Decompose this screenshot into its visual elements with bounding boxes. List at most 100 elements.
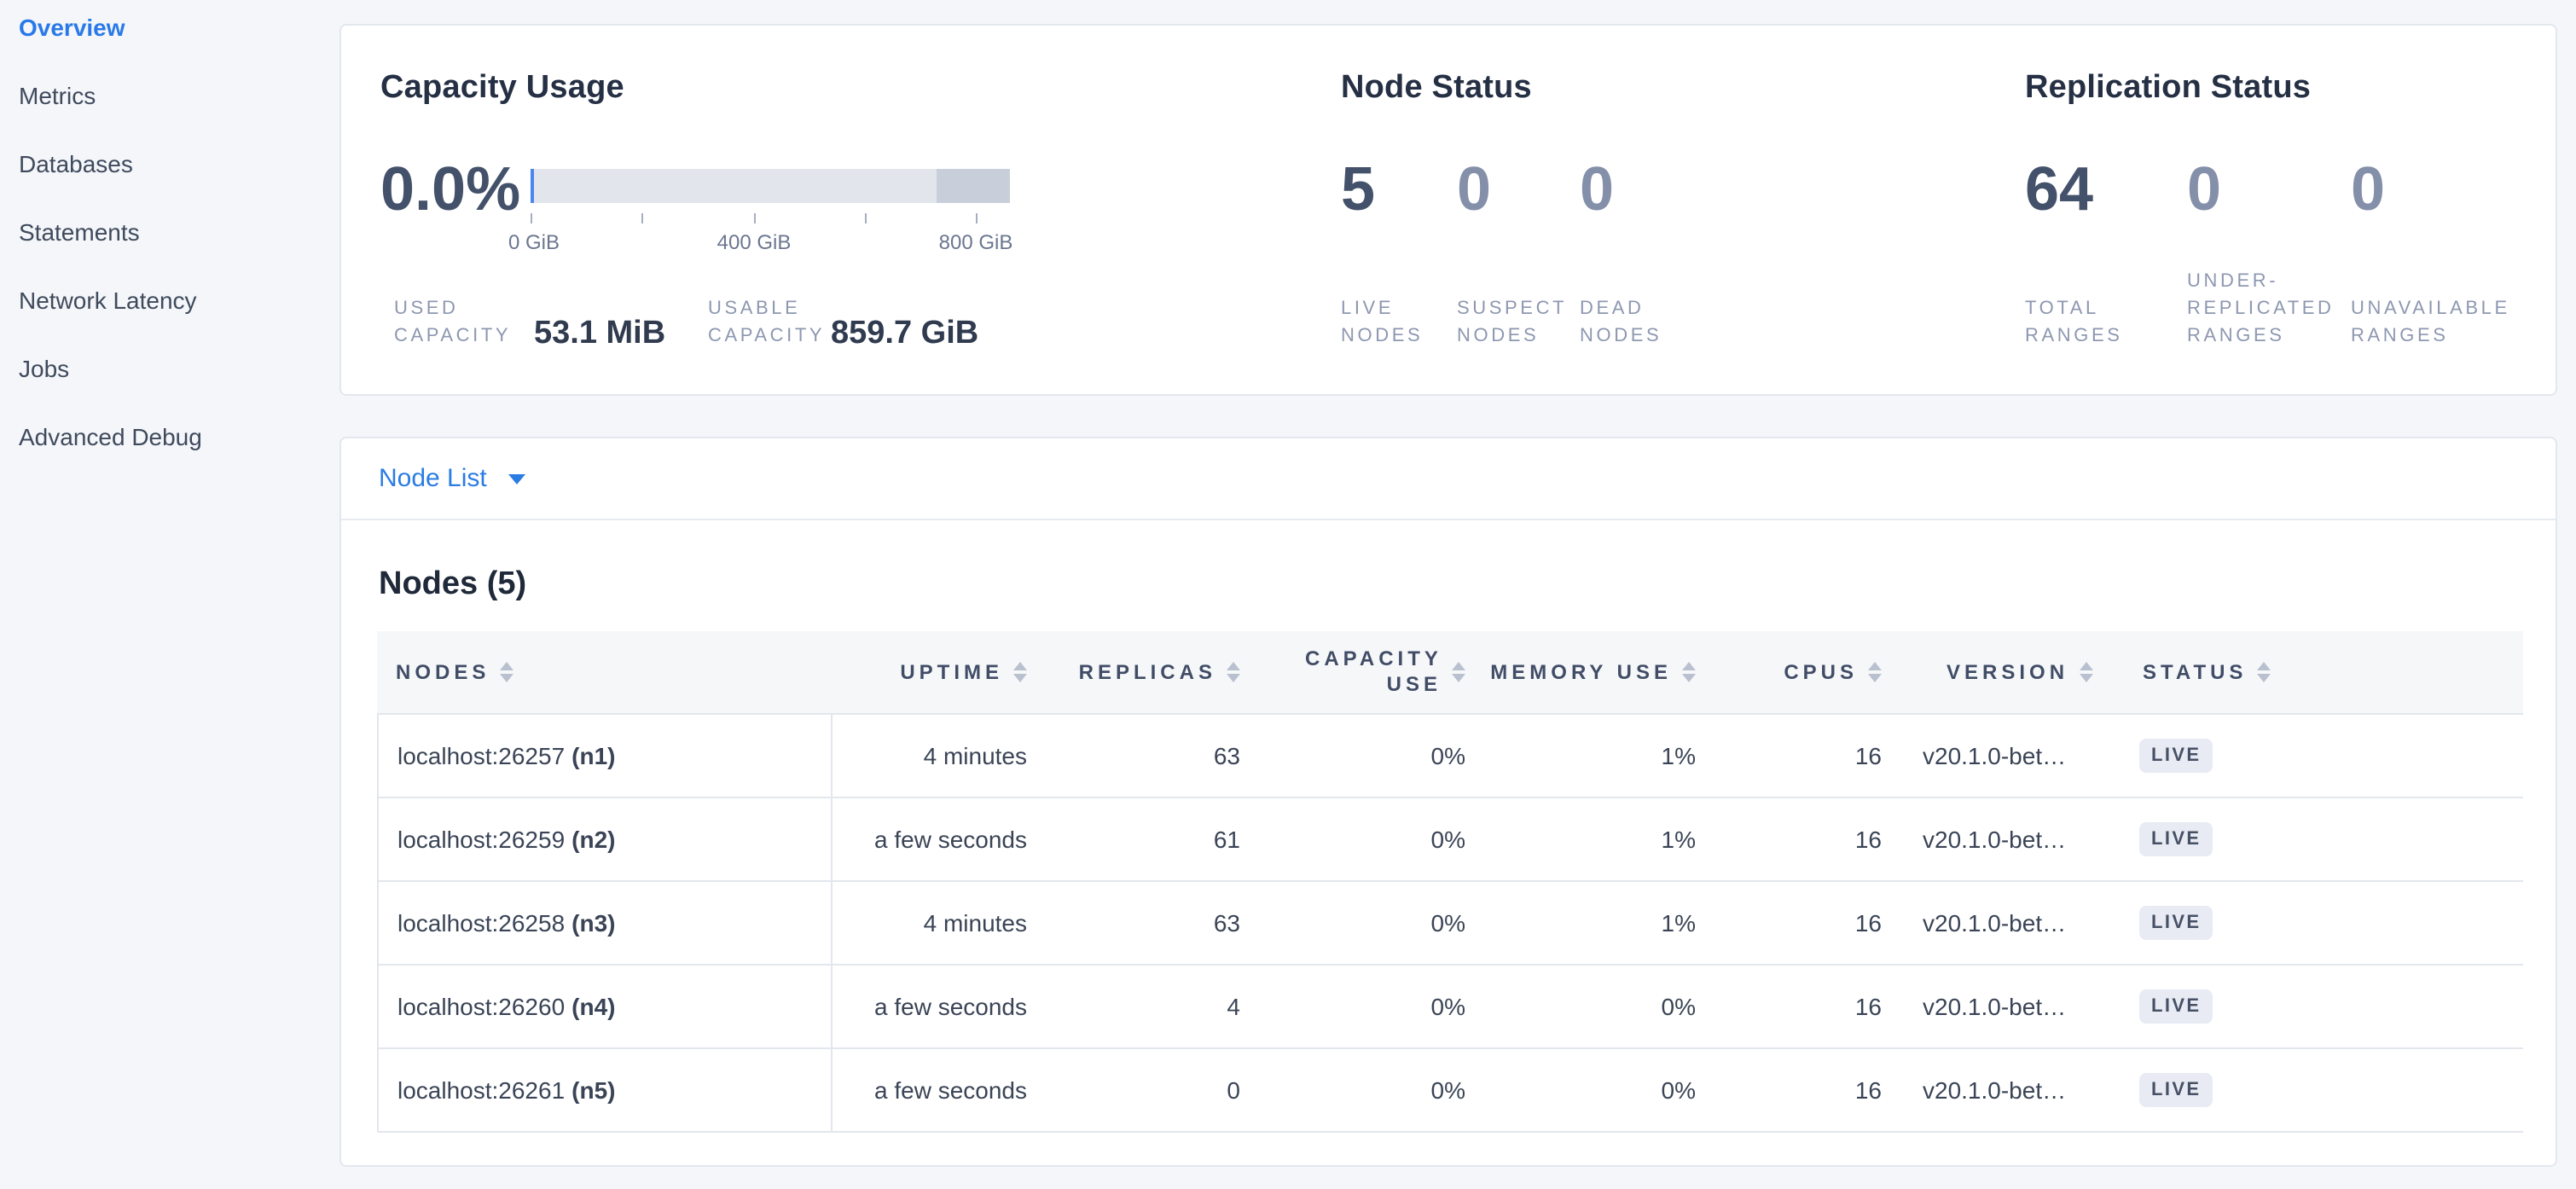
sort-icon[interactable]: [500, 662, 514, 682]
node-id: (n5): [571, 1076, 616, 1104]
node-id: (n3): [571, 909, 616, 937]
sidebar-item-metrics[interactable]: Metrics: [0, 61, 338, 130]
column-header-nodes[interactable]: NODES: [377, 631, 833, 715]
axis-tick: [754, 213, 756, 223]
axis-tick: [976, 213, 978, 223]
node-list-dropdown-label: Node List: [379, 464, 487, 493]
node-list-dropdown[interactable]: Node List: [379, 464, 526, 493]
column-header-version[interactable]: VERSION: [1902, 631, 2119, 715]
sidebar-item-label: Network Latency: [19, 287, 197, 314]
sidebar: Overview Metrics Databases Statements Ne…: [0, 0, 338, 1189]
cpus-cell: 16: [1716, 715, 1902, 798]
table-row-n1[interactable]: localhost:26257 (n1) 4 minutes 63 0% 1% 1…: [377, 715, 2523, 798]
sidebar-item-label: Statements: [19, 218, 140, 246]
unavailable-ranges-count: 0: [2351, 154, 2386, 223]
under-replicated-ranges-label: UNDER- REPLICATED RANGES: [2187, 271, 2335, 346]
cluster-summary-panel: Capacity Usage 0.0% 0 GiB 400 GiB 800 Gi…: [339, 24, 2557, 396]
replicas-cell: 4: [1047, 966, 1261, 1049]
sidebar-item-label: Databases: [19, 150, 133, 177]
usable-capacity-label: USABLE CAPACITY: [708, 299, 826, 346]
dead-nodes-label: DEAD NODES: [1580, 299, 1662, 346]
table-row-n5[interactable]: localhost:26261 (n5) a few seconds 0 0% 0…: [377, 1049, 2523, 1133]
sidebar-item-jobs[interactable]: Jobs: [0, 334, 338, 403]
uptime-cell: a few seconds: [833, 1049, 1047, 1133]
total-ranges-count: 64: [2025, 154, 2094, 223]
version-cell: v20.1.0-bet…: [1902, 966, 2119, 1049]
replicas-cell: 63: [1047, 715, 1261, 798]
version-cell: v20.1.0-bet…: [1902, 798, 2119, 882]
replication-status-section: Replication Status 64 0 0 TOTAL RANGES U…: [2025, 26, 2537, 397]
column-header-capacity-use[interactable]: CAPACITY USE: [1261, 631, 1486, 715]
memory-use-cell: 1%: [1486, 715, 1716, 798]
table-row-n4[interactable]: localhost:26260 (n4) a few seconds 4 0% 0…: [377, 966, 2523, 1049]
uptime-cell: a few seconds: [833, 798, 1047, 882]
sidebar-item-advanced-debug[interactable]: Advanced Debug: [0, 403, 338, 471]
column-header-cpus[interactable]: CPUS: [1716, 631, 1902, 715]
sidebar-item-statements[interactable]: Statements: [0, 198, 338, 266]
table-row-n2[interactable]: localhost:26259 (n2) a few seconds 61 0% …: [377, 798, 2523, 882]
column-header-uptime[interactable]: UPTIME: [833, 631, 1047, 715]
sort-icon[interactable]: [1452, 662, 1465, 682]
sidebar-item-label: Advanced Debug: [19, 423, 202, 450]
column-header-memory-use[interactable]: MEMORY USE: [1486, 631, 1716, 715]
unavailable-ranges-label: UNAVAILABLE RANGES: [2351, 299, 2510, 346]
capacity-use-cell: 0%: [1261, 966, 1486, 1049]
sort-icon[interactable]: [1013, 662, 1027, 682]
live-nodes-count: 5: [1341, 154, 1376, 223]
capacity-usage-bar: 0 GiB 400 GiB 800 GiB: [508, 169, 1013, 268]
sort-icon[interactable]: [1227, 662, 1240, 682]
sort-icon[interactable]: [1682, 662, 1696, 682]
node-address: localhost:26259: [397, 826, 566, 853]
uptime-cell: a few seconds: [833, 966, 1047, 1049]
suspect-nodes-label: SUSPECT NODES: [1457, 299, 1568, 346]
column-header-replicas[interactable]: REPLICAS: [1047, 631, 1261, 715]
uptime-cell: 4 minutes: [833, 715, 1047, 798]
sort-icon[interactable]: [2079, 662, 2093, 682]
axis-tick-label: 400 GiB: [717, 230, 792, 254]
capacity-use-cell: 0%: [1261, 1049, 1486, 1133]
cpus-cell: 16: [1716, 966, 1902, 1049]
node-list-panel: Node List Nodes (5) NODES UPTIME REPLICA…: [339, 437, 2557, 1167]
sort-icon[interactable]: [1868, 662, 1882, 682]
used-capacity-marker: [531, 169, 534, 203]
sidebar-item-databases[interactable]: Databases: [0, 130, 338, 198]
replicas-cell: 0: [1047, 1049, 1261, 1133]
sidebar-item-label: Metrics: [19, 82, 96, 109]
status-badge: LIVE: [2139, 1073, 2213, 1107]
node-address: localhost:26261: [397, 1076, 566, 1104]
node-address: localhost:26258: [397, 909, 566, 937]
live-nodes-label: LIVE NODES: [1341, 299, 1424, 346]
version-cell: v20.1.0-bet…: [1902, 882, 2119, 966]
status-badge: LIVE: [2139, 822, 2213, 856]
cpus-cell: 16: [1716, 1049, 1902, 1133]
sort-icon[interactable]: [2257, 662, 2271, 682]
version-cell: v20.1.0-bet…: [1902, 1049, 2119, 1133]
node-status-section: Node Status 5 0 0 LIVE NODES SUSPECT NOD…: [1341, 26, 1955, 397]
used-capacity-label: USED CAPACITY: [394, 299, 512, 346]
sidebar-item-network-latency[interactable]: Network Latency: [0, 266, 338, 334]
cpus-cell: 16: [1716, 798, 1902, 882]
node-list-body: Nodes (5) NODES UPTIME REPLICAS CAPACITY…: [341, 565, 2556, 1133]
axis-tick-label: 0 GiB: [508, 230, 560, 254]
sidebar-item-overview[interactable]: Overview: [0, 0, 338, 61]
axis-tick: [641, 213, 643, 223]
capacity-usage-title: Capacity Usage: [380, 70, 624, 106]
replicas-cell: 63: [1047, 882, 1261, 966]
table-row-n3[interactable]: localhost:26258 (n3) 4 minutes 63 0% 1% 1…: [377, 882, 2523, 966]
axis-tick-label: 800 GiB: [938, 230, 1013, 254]
memory-use-cell: 0%: [1486, 966, 1716, 1049]
sidebar-item-label: Overview: [19, 14, 125, 41]
column-header-status[interactable]: STATUS: [2119, 631, 2523, 715]
cpus-cell: 16: [1716, 882, 1902, 966]
uptime-cell: 4 minutes: [833, 882, 1047, 966]
node-id: (n1): [571, 742, 616, 769]
node-list-header: Node List: [341, 438, 2556, 520]
nodes-count-title: Nodes (5): [379, 566, 527, 602]
capacity-used-percent: 0.0%: [380, 154, 521, 223]
node-address: localhost:26257: [397, 742, 566, 769]
axis-tick: [865, 213, 867, 223]
table-header-row: NODES UPTIME REPLICAS CAPACITY USE MEMOR…: [377, 631, 2523, 715]
suspect-nodes-count: 0: [1457, 154, 1492, 223]
other-usage-segment: [937, 169, 1010, 203]
